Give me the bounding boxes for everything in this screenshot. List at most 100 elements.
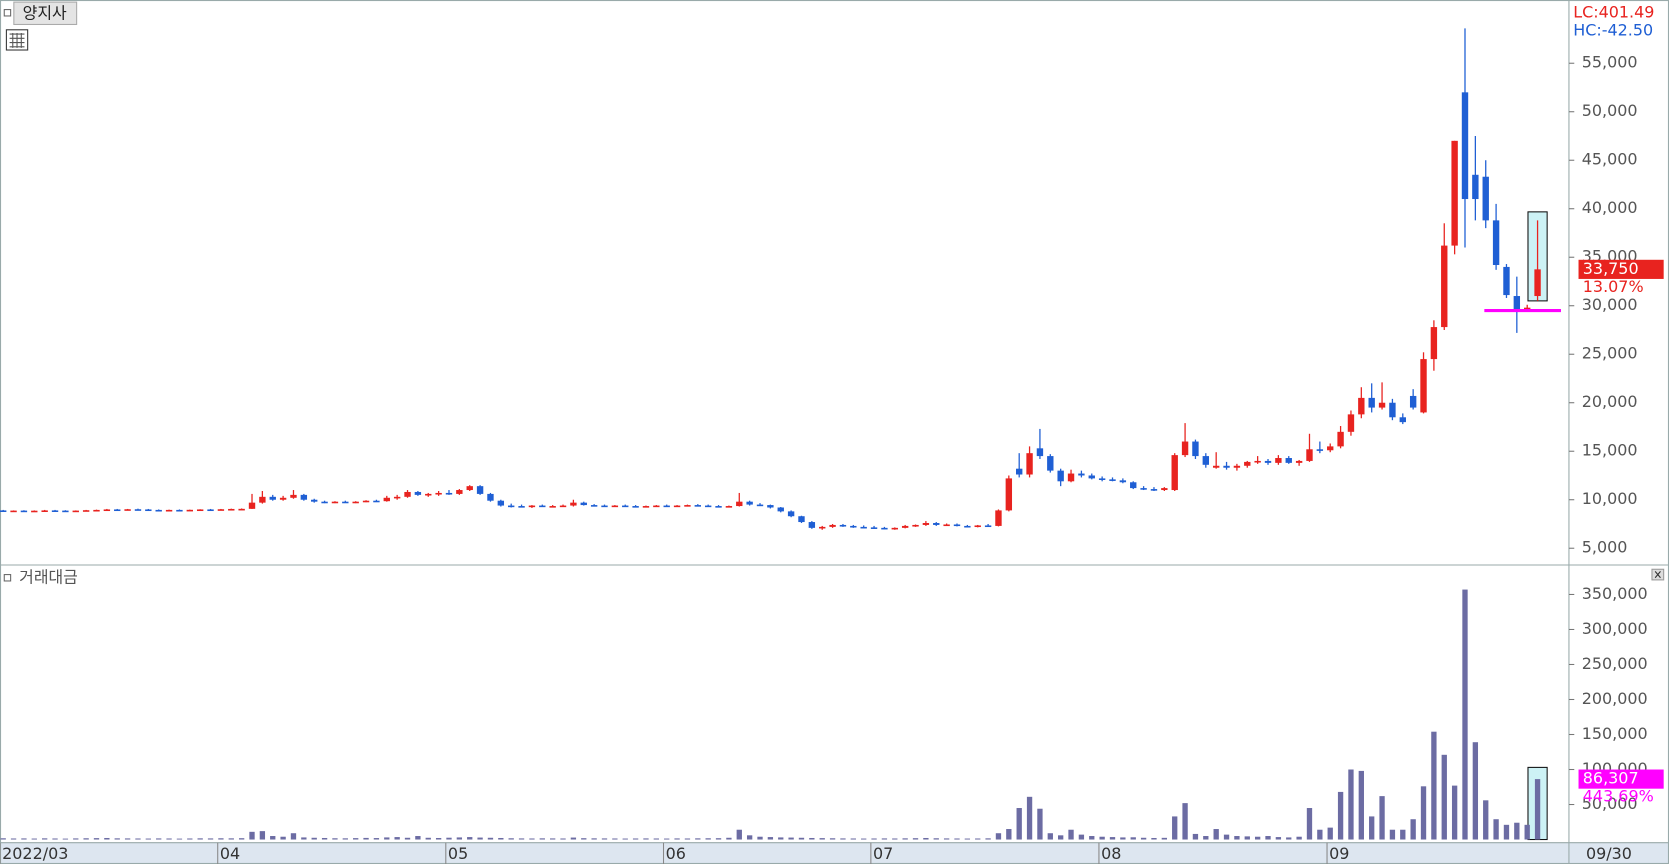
candle-body	[10, 510, 17, 513]
volume-bar	[778, 837, 784, 840]
last-price-badge	[1578, 259, 1664, 279]
y-tick-label: 15,000	[1582, 441, 1638, 460]
candle-body	[1503, 266, 1510, 296]
volume-bar	[1026, 796, 1033, 840]
x-tick-label: 05	[448, 844, 468, 863]
candle-body	[622, 505, 629, 508]
candle-body	[528, 505, 536, 508]
volume-bar	[62, 838, 69, 840]
volume-bar	[581, 838, 587, 840]
candle-body	[1233, 465, 1241, 468]
y-tick-label: 150,000	[1582, 724, 1648, 743]
candle-body	[331, 501, 339, 504]
candle-body	[1306, 449, 1313, 461]
volume-bar	[166, 838, 172, 840]
candle-body	[570, 502, 577, 506]
candle-body	[1347, 414, 1355, 432]
candle-body	[881, 527, 888, 530]
volume-bar	[363, 837, 369, 840]
candle-body	[653, 505, 660, 508]
volume-bar	[664, 838, 670, 840]
candle-body	[1150, 489, 1158, 491]
candle-body	[777, 507, 784, 512]
candle-body	[393, 496, 401, 499]
panel-icon[interactable]	[3, 574, 12, 582]
candle-body	[1285, 458, 1292, 463]
candle-body	[1275, 458, 1282, 463]
candle-body	[1171, 455, 1178, 491]
candle-body	[134, 509, 142, 511]
volume-bar	[653, 838, 659, 840]
volume-bar	[1420, 786, 1427, 840]
candle-body	[933, 523, 940, 525]
volume-bar	[643, 838, 649, 840]
candle-body	[1109, 479, 1116, 481]
candle-body	[1461, 92, 1469, 200]
title-button[interactable]	[13, 1, 78, 26]
candle-body	[590, 505, 598, 507]
candle-body	[943, 524, 950, 527]
volume-bar	[788, 837, 794, 840]
candle-body	[642, 506, 650, 508]
y-tick-label: 200,000	[1582, 689, 1648, 708]
volume-bar	[467, 837, 473, 840]
volume-bar	[1089, 836, 1095, 840]
candle-body	[704, 505, 712, 508]
volume-bar	[539, 838, 545, 840]
volume-bar	[21, 838, 27, 840]
candle-body	[290, 494, 297, 498]
candle-body	[352, 501, 359, 504]
volume-bar	[1223, 834, 1230, 840]
candle-body	[31, 510, 38, 513]
candle-body	[487, 493, 494, 501]
volume-bar	[674, 838, 680, 840]
volume-bar	[1483, 800, 1489, 840]
volume-bar	[280, 836, 286, 840]
volume-bar	[31, 838, 37, 840]
candle-body	[155, 509, 162, 512]
last-volume-badge	[1578, 769, 1664, 789]
volume-bar	[290, 833, 297, 840]
volume-bar	[321, 837, 328, 840]
candle-body	[559, 505, 567, 508]
y-tick-label: 30,000	[1582, 295, 1638, 314]
candle-body	[373, 500, 380, 503]
volume-title: 거래대금	[19, 567, 78, 586]
candle-body	[580, 502, 587, 506]
volume-bar	[1058, 835, 1064, 840]
volume-bar	[114, 838, 120, 840]
candle-body	[124, 509, 131, 511]
volume-bar	[0, 838, 6, 840]
volume-bar	[1078, 834, 1085, 840]
close-icon[interactable]	[1651, 568, 1665, 581]
volume-bar	[550, 838, 556, 840]
volume-bar	[1182, 803, 1188, 840]
volume-bar	[943, 838, 950, 840]
volume-bar	[1099, 836, 1105, 840]
volume-bar	[1192, 833, 1199, 840]
volume-bar	[1472, 742, 1479, 840]
candle-body	[673, 505, 681, 508]
candle-body	[1524, 307, 1531, 310]
volume-bar	[228, 838, 234, 840]
volume-bar	[10, 838, 17, 840]
volume-bar	[570, 837, 577, 840]
volume-bar	[1400, 829, 1406, 840]
candle-body	[736, 501, 743, 507]
grid-icon[interactable]	[5, 29, 29, 51]
volume-bar	[705, 838, 711, 840]
annotation: HC:-42.50	[1573, 20, 1653, 39]
candle-body	[1399, 417, 1406, 423]
volume-bar	[964, 838, 971, 840]
volume-bar	[529, 838, 535, 840]
panel-icon[interactable]	[3, 9, 12, 17]
volume-bar	[1213, 829, 1219, 840]
volume-bar	[1234, 836, 1240, 840]
volume-bar	[632, 838, 639, 840]
volume-bar	[1296, 836, 1302, 840]
candle-body	[186, 509, 193, 512]
volume-bar	[435, 837, 442, 840]
volume-bar	[1265, 836, 1271, 840]
x-tick-label: 06	[666, 844, 686, 863]
